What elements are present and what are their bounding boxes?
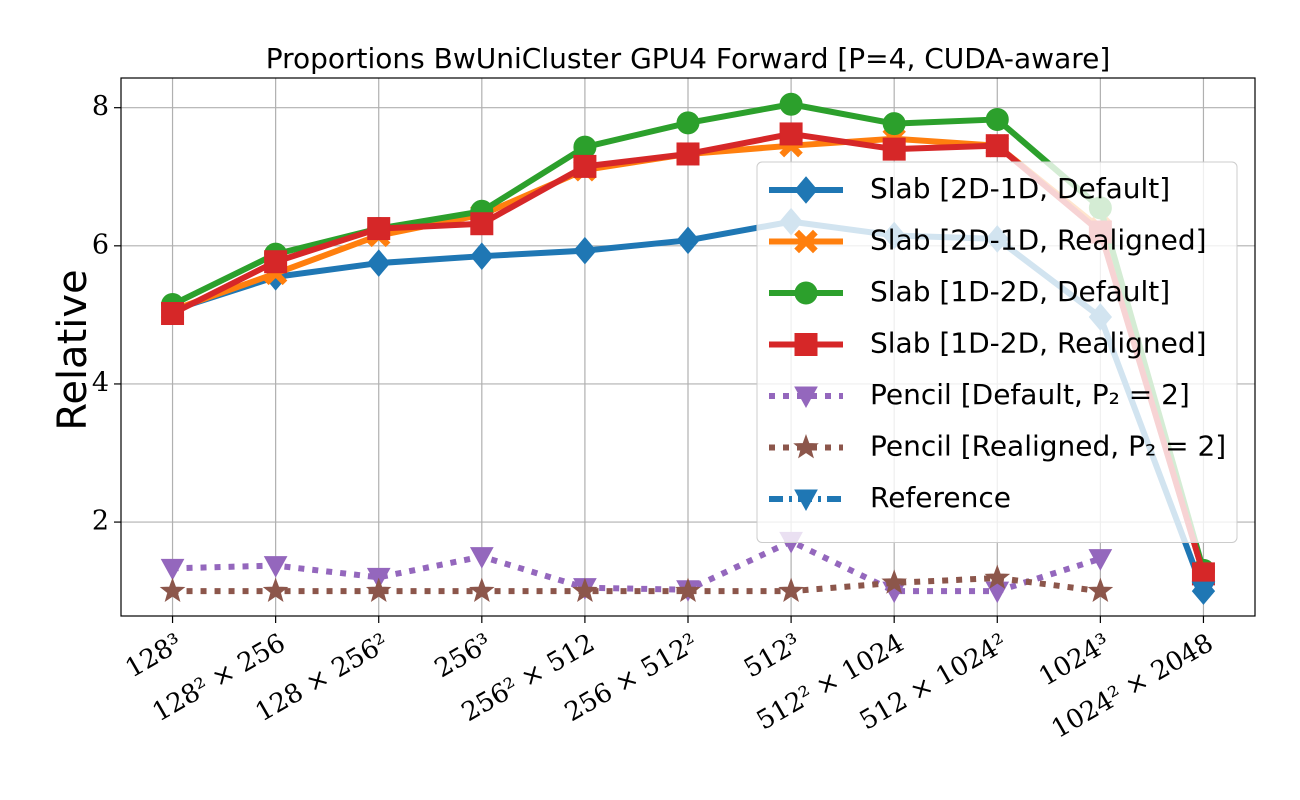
legend-label: Reference bbox=[870, 481, 1011, 514]
marker bbox=[779, 122, 803, 146]
marker bbox=[984, 564, 1011, 589]
marker bbox=[794, 176, 818, 204]
marker bbox=[882, 112, 906, 136]
marker bbox=[573, 135, 597, 159]
marker bbox=[263, 556, 288, 578]
y-tick-label: 2 bbox=[92, 506, 109, 537]
marker bbox=[572, 577, 598, 602]
marker bbox=[779, 92, 803, 116]
marker bbox=[1191, 581, 1216, 604]
legend-label: Slab [2D-1D, Realigned] bbox=[870, 224, 1207, 257]
plot-frame bbox=[120, 77, 1256, 617]
marker bbox=[470, 212, 494, 236]
marker bbox=[676, 142, 700, 166]
marker bbox=[985, 581, 1010, 604]
marker bbox=[676, 111, 700, 135]
y-axis-label: Relative bbox=[50, 269, 96, 430]
marker bbox=[794, 333, 818, 356]
marker bbox=[160, 558, 185, 581]
marker bbox=[794, 386, 818, 409]
marker bbox=[264, 250, 288, 274]
marker bbox=[262, 577, 289, 602]
marker bbox=[793, 434, 819, 459]
marker bbox=[794, 229, 818, 254]
x-tick-label: 512³ bbox=[739, 628, 806, 684]
marker bbox=[367, 249, 391, 277]
marker bbox=[365, 577, 392, 602]
y-tick-label: 4 bbox=[92, 367, 109, 398]
marker bbox=[469, 577, 495, 602]
y-tick-label: 8 bbox=[92, 91, 109, 122]
legend-label: Pencil [Realigned, P₂ = 2] bbox=[870, 430, 1226, 463]
legend-label: Slab [1D-2D, Default] bbox=[870, 275, 1170, 308]
x-tick-label: 256³ bbox=[430, 628, 497, 684]
legend-label: Slab [1D-2D, Realigned] bbox=[870, 327, 1207, 360]
marker bbox=[794, 281, 818, 305]
marker bbox=[469, 547, 494, 569]
legend-label: Pencil [Default, P₂ = 2] bbox=[870, 378, 1190, 411]
series-line bbox=[172, 538, 1102, 595]
marker bbox=[794, 489, 818, 512]
marker bbox=[1087, 577, 1114, 602]
chart-title: Proportions BwUniCluster GPU4 Forward [P… bbox=[266, 42, 1111, 75]
marker bbox=[985, 134, 1009, 158]
x-tick-label: 1024³ bbox=[1034, 628, 1115, 692]
marker bbox=[882, 137, 906, 161]
marker bbox=[161, 302, 185, 326]
marker bbox=[1191, 562, 1215, 586]
marker bbox=[778, 577, 804, 602]
y-tick-label: 6 bbox=[92, 229, 109, 260]
legend: Slab [2D-1D, Default] Slab [2D-1D, Realig… bbox=[756, 161, 1238, 543]
legend-label: Slab [2D-1D, Default] bbox=[870, 172, 1170, 205]
series-line bbox=[172, 575, 1101, 595]
marker bbox=[470, 242, 494, 270]
marker bbox=[367, 217, 391, 241]
marker bbox=[159, 577, 186, 602]
x-tick-label: 128³ bbox=[121, 628, 188, 684]
marker bbox=[675, 577, 701, 602]
marker bbox=[573, 236, 597, 265]
legend-box bbox=[756, 161, 1238, 543]
marker bbox=[985, 107, 1009, 131]
marker bbox=[1088, 549, 1113, 571]
marker bbox=[676, 226, 700, 255]
marker bbox=[881, 569, 907, 594]
marker bbox=[573, 154, 597, 178]
